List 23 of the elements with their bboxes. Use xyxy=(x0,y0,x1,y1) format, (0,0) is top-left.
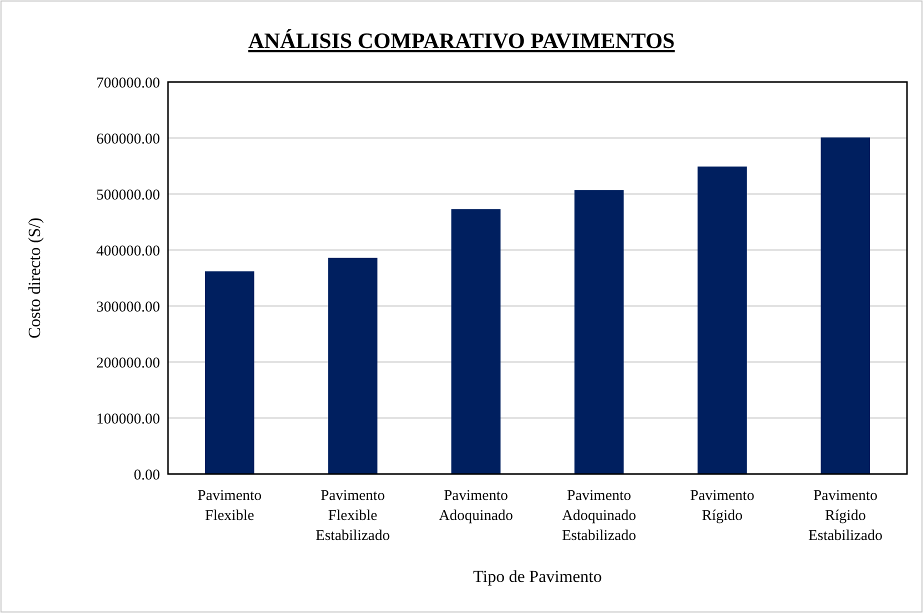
bar xyxy=(574,190,624,474)
y-tick-label: 100000.00 xyxy=(96,411,160,428)
x-tick-label: Pavimento Rígido Estabilizado xyxy=(808,488,882,544)
bar xyxy=(451,209,501,474)
x-tick-label: Pavimento Rígido xyxy=(690,488,754,524)
bar xyxy=(328,258,378,474)
bar xyxy=(820,137,870,474)
y-axis-title: Costo directo (S/) xyxy=(25,218,44,338)
y-tick-label: 700000.00 xyxy=(96,75,160,92)
bar xyxy=(698,166,747,474)
y-tick-label: 300000.00 xyxy=(96,299,160,316)
y-tick-label: 400000.00 xyxy=(96,243,160,260)
y-tick-label: 200000.00 xyxy=(96,355,160,372)
y-tick-label: 600000.00 xyxy=(96,131,160,148)
y-tick-label: 0.00 xyxy=(134,467,160,484)
bar xyxy=(204,271,254,474)
x-axis-title: Tipo de Pavimento xyxy=(473,567,602,586)
x-tick-label: Pavimento Adoquinado xyxy=(438,488,514,524)
x-tick-label: Pavimento Flexible Estabilizado xyxy=(316,488,390,544)
x-tick-label: Pavimento Flexible xyxy=(197,488,262,524)
y-tick-label: 500000.00 xyxy=(96,187,160,204)
chart-title: ANÁLISIS COMPARATIVO PAVIMENTOS xyxy=(248,28,675,53)
x-tick-label: Pavimento Adoquinado Estabilizado xyxy=(562,488,636,544)
